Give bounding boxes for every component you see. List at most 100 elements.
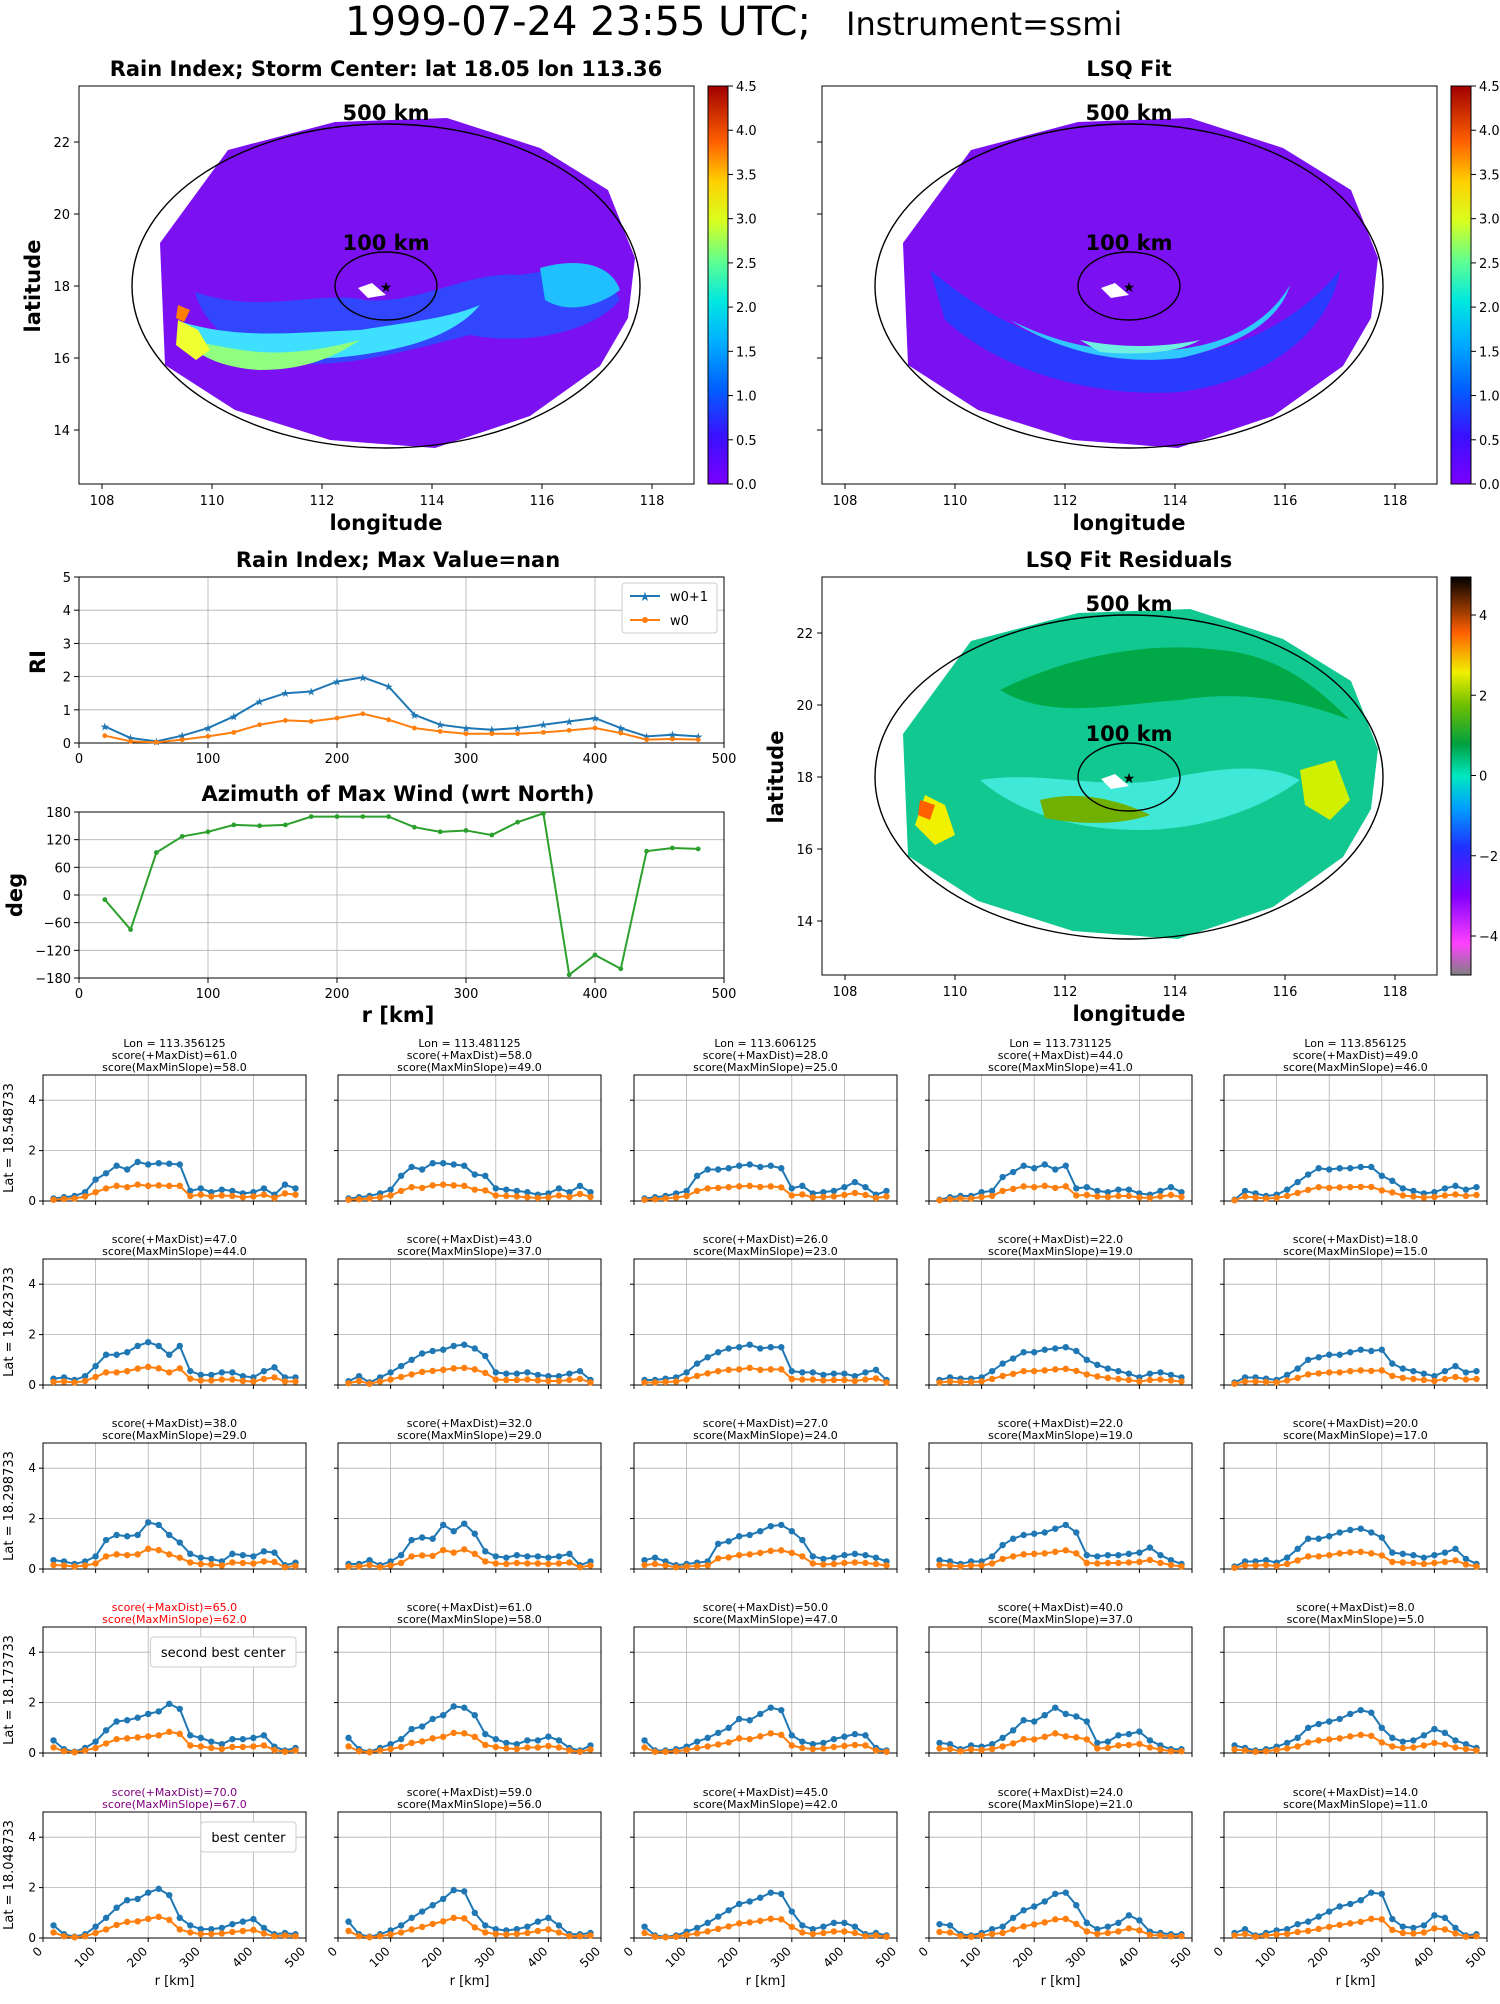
panel-orange-point: [1378, 1367, 1386, 1374]
panel-orange-point: [1115, 1375, 1122, 1383]
panel-orange-point: [946, 1378, 954, 1385]
panel-orange-point: [1462, 1561, 1470, 1568]
panel-blue-point: [155, 1160, 162, 1167]
panel-blue-point: [260, 1367, 268, 1375]
panel-blue-point: [1357, 1525, 1364, 1532]
map-y-tick-label: 14: [53, 424, 70, 439]
panel-blue-point: [820, 1188, 827, 1196]
panel-blue-point: [587, 1188, 594, 1196]
panel-blue-point: [166, 1531, 173, 1539]
panel-orange-point: [1304, 1553, 1312, 1560]
panel-orange-point: [492, 1192, 499, 1199]
panel-blue-point: [461, 1162, 468, 1169]
panel-orange-point: [1157, 1559, 1164, 1567]
panel-orange-point: [851, 1741, 859, 1749]
panel-orange-point: [503, 1376, 510, 1384]
az-series-point: [283, 822, 288, 828]
panel-orange-point: [345, 1743, 352, 1750]
panel-blue-point: [988, 1925, 996, 1933]
panel-orange-point: [1347, 1549, 1354, 1556]
panel-x-tick: 100: [367, 1944, 393, 1970]
panel-blue-point: [820, 1739, 827, 1747]
panel-x-tick: 100: [663, 1944, 689, 1970]
panel-orange-point: [1252, 1562, 1259, 1569]
panel-orange-point: [704, 1743, 711, 1750]
panel-orange-point: [1136, 1378, 1143, 1385]
panel-orange-point: [366, 1195, 373, 1202]
panel-orange-point: [218, 1930, 226, 1937]
panel-orange-point: [345, 1380, 352, 1387]
panel-orange-point: [1452, 1191, 1459, 1198]
panel-orange-point: [482, 1558, 489, 1565]
panel-orange-point: [545, 1742, 552, 1750]
profile-grid: 0 2 4 Lat = 18.548733 score(MaxMinSlope)=58.…: [2, 1037, 1489, 1989]
panel-orange-point: [1231, 1564, 1238, 1571]
panel-orange-point: [1431, 1559, 1438, 1567]
panel-blue-point: [81, 1372, 89, 1380]
map-y-tick-label: 20: [53, 208, 70, 223]
ring-500km: [131, 123, 641, 449]
panel-blue-point: [218, 1186, 226, 1193]
panel-orange-point: [820, 1193, 827, 1201]
panel-blue-point: [1073, 1529, 1080, 1536]
panel-orange-point: [862, 1376, 869, 1383]
panel-blue-point: [1062, 1889, 1069, 1896]
rain-colorbar-ticks: 4.5 4.0 3.5 3.0 2.5 2.0 1.5 1.0 0.5 0.0: [728, 80, 757, 493]
panel-blue-point: [545, 1554, 552, 1561]
panel-orange-point: [1041, 1182, 1048, 1190]
panel-blue-point: [1020, 1907, 1027, 1914]
lsq-ring-500km: [874, 123, 1384, 449]
panel-blue-point: [134, 1531, 141, 1539]
panel-orange-point: [651, 1748, 659, 1755]
panel-orange-point: [999, 1743, 1006, 1750]
panel-orange-point: [757, 1183, 764, 1191]
panel-blue-line: [348, 1162, 591, 1200]
panel-blue-point: [555, 1737, 563, 1744]
panel-frame: [928, 1074, 1193, 1202]
panel-blue-point: [683, 1369, 690, 1376]
panel-orange-line: [1234, 1185, 1477, 1202]
panel-blue-point: [988, 1367, 996, 1375]
panel-blue-point: [1420, 1922, 1428, 1929]
panel-frame: [42, 1074, 307, 1202]
panel-orange-point: [662, 1748, 669, 1755]
panel-blue-point: [841, 1551, 848, 1559]
panel-blue-point: [450, 1528, 457, 1535]
panel-orange-point: [260, 1742, 268, 1749]
panel-orange-point: [1431, 1193, 1438, 1201]
panel-xlabel: r [km]: [155, 1974, 195, 1989]
panel-orange-point: [1473, 1563, 1480, 1570]
panel-orange-point: [830, 1193, 838, 1200]
panel-orange-point: [830, 1928, 838, 1935]
panel-blue-point: [408, 1356, 415, 1364]
map-y-tick-label: 22: [796, 627, 813, 642]
ri-w0plus1-point: ★: [538, 719, 548, 732]
panel-orange-point: [176, 1365, 183, 1372]
panel-orange-point: [260, 1375, 268, 1383]
panel-orange-point: [281, 1932, 289, 1939]
panel-frame: [337, 1074, 602, 1202]
panel-orange-point: [50, 1929, 57, 1936]
panel-blue-point: [176, 1161, 183, 1168]
panel-x-tick: 400: [1410, 1944, 1436, 1970]
profile-panel: score(MaxMinSlope)=47.0score(+MaxDist)=5…: [630, 1601, 898, 1757]
panel-orange-point: [524, 1929, 531, 1937]
panel-blue-point: [767, 1704, 774, 1711]
panel-blue-point: [988, 1553, 996, 1560]
panel-orange-point: [1052, 1184, 1059, 1192]
colorbar-tick-label: 3.5: [1479, 168, 1500, 183]
panel-blue-point: [555, 1922, 563, 1929]
residuals-map-y-ticks: 22 20 18 16 14: [796, 627, 822, 930]
panel-orange-point: [166, 1728, 173, 1736]
panel-blue-point: [1083, 1551, 1091, 1559]
az-series-point: [102, 897, 108, 903]
panel-x-tick: 500: [577, 1944, 603, 1970]
panel-orange-point: [566, 1933, 573, 1940]
az-chart-ylabel: deg: [3, 873, 27, 917]
panel-orange-point: [988, 1192, 996, 1200]
panel-blue-point: [841, 1919, 848, 1927]
panel-grid: [337, 1812, 602, 1939]
panel-blue-point: [145, 1161, 152, 1168]
az-series-point: [154, 850, 159, 855]
panel-blue-point: [1241, 1925, 1249, 1933]
